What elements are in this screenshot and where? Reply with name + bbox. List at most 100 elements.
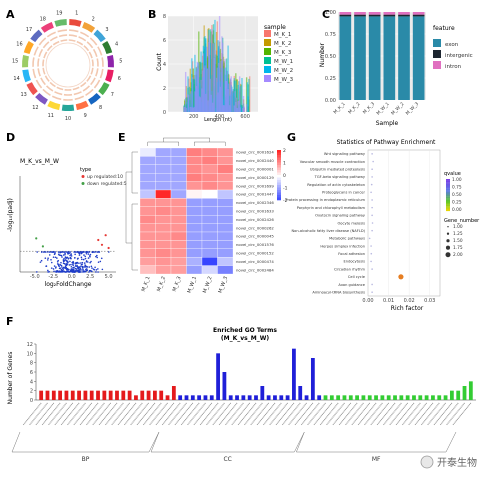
e-heatmap-cell — [217, 156, 234, 165]
b-histogram-bar — [228, 105, 231, 112]
d-point-ns — [63, 251, 66, 253]
d-point-ns — [74, 253, 76, 256]
chromosome-segment — [26, 82, 38, 96]
b-histogram-bar — [240, 104, 242, 112]
d-point-ns — [61, 266, 63, 268]
panel-label-f: F — [6, 315, 14, 328]
e-heatmap-cell — [217, 206, 234, 216]
d-xlabel: log₂FoldChange — [45, 281, 92, 288]
e-heatmap-cell — [201, 240, 218, 249]
f-bar — [292, 348, 296, 400]
d-point-ns — [68, 268, 70, 271]
e-heatmap-cell — [170, 189, 187, 199]
c-stacked-bar — [412, 16, 425, 100]
e-scale-segment — [277, 162, 281, 166]
f-bar — [405, 395, 410, 400]
circos-track — [42, 88, 51, 96]
e-heatmap-cell — [186, 231, 203, 241]
circos-track — [45, 85, 54, 92]
d-point-ns — [56, 257, 58, 259]
circos-track — [88, 51, 93, 59]
d-point-ns — [51, 251, 54, 253]
b-histogram-bar — [241, 78, 243, 112]
b-histogram-bar — [224, 59, 226, 112]
e-col-label: M_W_3 — [218, 276, 230, 294]
e-heatmap-cell — [201, 206, 218, 216]
b-histogram-bar — [183, 106, 185, 112]
e-col-label: M_K_3 — [172, 276, 183, 293]
e-row-label: novel_circ_0000152 — [236, 251, 274, 256]
g-point — [371, 291, 373, 293]
e-heatmap-cell — [170, 206, 187, 216]
b-histogram-bar — [238, 100, 240, 112]
d-point-ns — [70, 268, 73, 270]
f-ytick-label: 10 — [27, 351, 33, 357]
d-point-ns — [62, 266, 65, 269]
b-histogram-bar — [237, 101, 239, 112]
b-histogram-bar — [191, 58, 193, 112]
c-legend-label: intron — [445, 64, 462, 70]
d-point-ns — [60, 268, 63, 271]
d-point-ns — [84, 270, 87, 273]
g-gene-size-dot — [446, 232, 450, 235]
e-heatmap-cell — [170, 147, 187, 157]
f-bar — [336, 395, 341, 400]
d-point-ns — [96, 256, 99, 259]
e-scale-segment — [277, 152, 281, 156]
b-histogram-bar — [233, 105, 235, 112]
e-heatmap-cell — [139, 265, 156, 275]
f-bar — [127, 390, 132, 400]
d-point-ns — [75, 261, 78, 264]
circos-track — [101, 57, 104, 67]
d-point-ns — [81, 261, 84, 264]
d-point-ns — [68, 251, 70, 253]
b-histogram-bar — [185, 86, 188, 112]
f-bar — [108, 390, 113, 400]
b-histogram-bar — [249, 76, 251, 112]
d-point-ns — [88, 266, 91, 268]
d-xtick-label: -2.5 — [48, 274, 58, 280]
watermark: 开泰生物 — [420, 455, 477, 469]
d-point-ns — [70, 265, 73, 268]
e-heatmap-cell — [186, 198, 203, 207]
f-bar — [153, 390, 157, 400]
chromosome-label: 5 — [119, 59, 122, 65]
g-gene-size-dot — [447, 226, 449, 228]
e-heatmap-cell — [170, 198, 187, 207]
c-ytick-label: 0.75 — [325, 32, 336, 38]
f-bar — [39, 390, 44, 400]
chromosome-label: 2 — [92, 16, 95, 22]
d-point-ns — [62, 259, 65, 261]
d-point-ns — [50, 258, 52, 261]
d-point-ns — [67, 253, 69, 255]
chromosome-segment — [105, 69, 114, 83]
e-row-label: novel_circ_0000129 — [236, 175, 274, 180]
d-point-down — [35, 237, 38, 240]
f-bar — [298, 386, 303, 400]
watermark-text: 开泰生物 — [437, 456, 477, 469]
g-point — [371, 283, 373, 286]
g-qvalue-scale-segment — [446, 180, 450, 183]
c-stacked-bar — [383, 16, 396, 100]
f-bar — [203, 395, 208, 400]
e-heatmap-cell — [201, 215, 218, 224]
e-heatmap-cell — [201, 156, 218, 165]
g-qvalue-scale-segment — [446, 203, 450, 205]
chromosome-segment — [82, 21, 96, 33]
e-heatmap-cell — [170, 164, 187, 174]
f-group-label: CC — [223, 456, 231, 463]
f-bar — [45, 390, 50, 400]
e-heatmap-cell — [155, 231, 172, 241]
b-histogram-bar — [205, 46, 208, 112]
f-bar — [64, 390, 69, 400]
b-histogram-bar — [230, 76, 232, 112]
e-scale-segment — [277, 185, 281, 188]
f-group-bracket — [11, 431, 160, 453]
d-point-ns — [53, 265, 56, 267]
b-histogram-bar — [184, 71, 187, 112]
f-bar — [266, 395, 271, 400]
d-point-ns — [64, 252, 66, 255]
f-bar — [260, 386, 265, 400]
b-histogram-bar — [237, 84, 239, 112]
d-point-ns — [52, 268, 55, 270]
